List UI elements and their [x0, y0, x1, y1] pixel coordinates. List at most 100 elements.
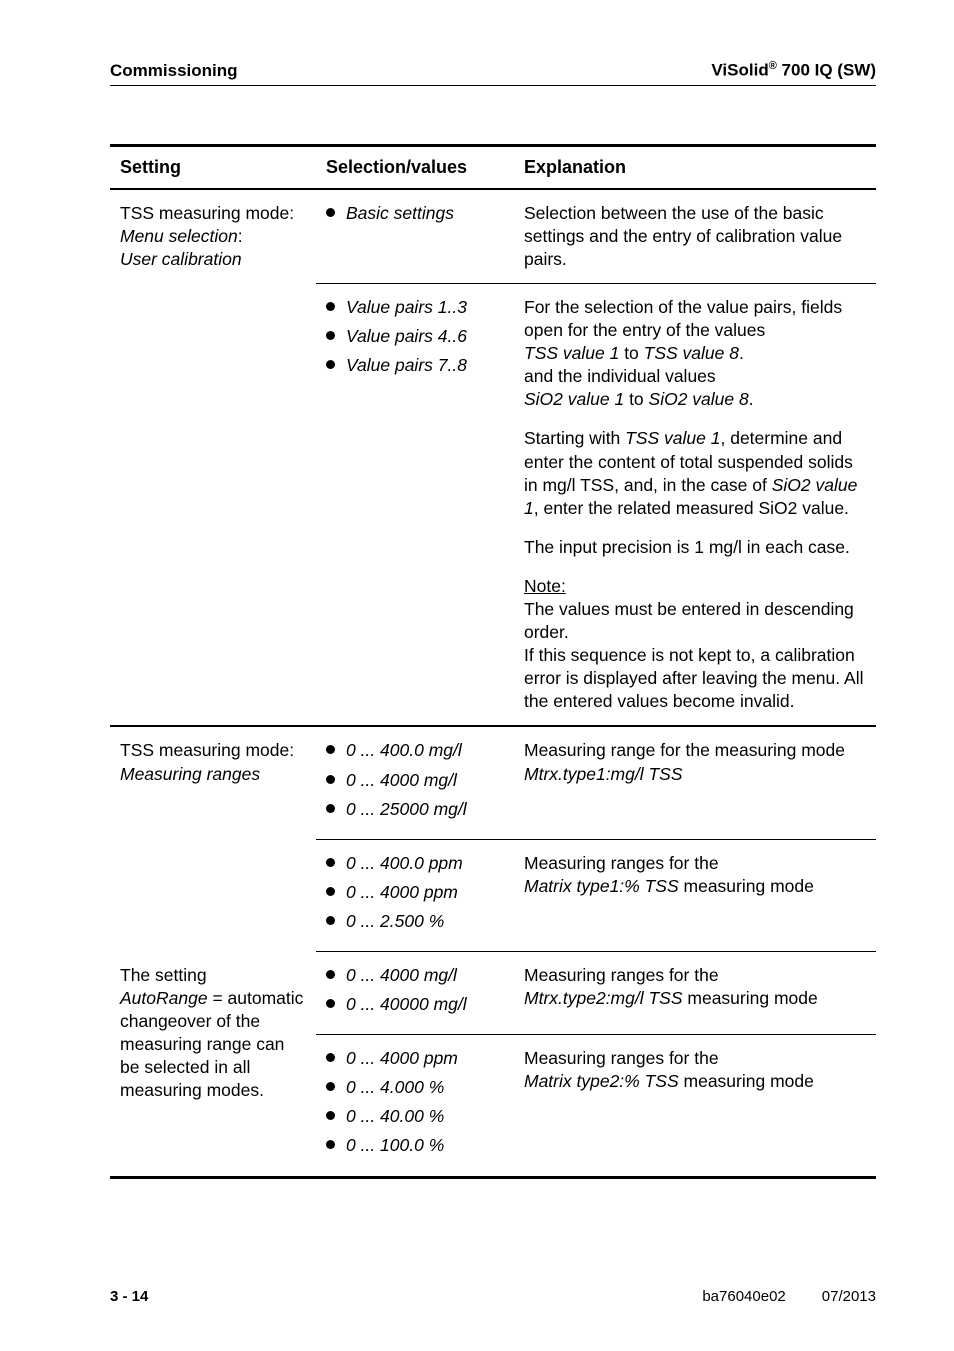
cell-selection: 0 ... 4000 ppm 0 ... 4.000 % 0 ... 40.00…	[316, 1035, 514, 1177]
explanation-text: The input precision is 1 mg/l in each ca…	[524, 536, 866, 559]
selection-value: 0 ... 4000 ppm	[346, 1048, 458, 1068]
list-item: 0 ... 4000 ppm	[326, 1047, 504, 1070]
text: Mtrx.type1:mg/l TSS	[524, 764, 683, 784]
list-item: 0 ... 2.500 %	[326, 910, 504, 933]
text: Matrix type2:% TSS	[524, 1071, 679, 1091]
text: to	[624, 389, 648, 409]
cell-selection: Basic settings	[316, 189, 514, 284]
col-header-setting: Setting	[110, 145, 316, 189]
settings-table: Setting Selection/values Explanation TSS…	[110, 144, 876, 1179]
registered-icon: ®	[769, 60, 777, 72]
selection-value: 0 ... 4000 mg/l	[346, 770, 457, 790]
text: , enter the related measured SiO2 value.	[534, 498, 849, 518]
list-item: 0 ... 4.000 %	[326, 1076, 504, 1099]
selection-value: 0 ... 25000 mg/l	[346, 799, 467, 819]
cell-selection: Value pairs 1..3 Value pairs 4..6 Value …	[316, 283, 514, 726]
text: and the individual values	[524, 366, 716, 386]
text: measuring mode	[679, 1071, 814, 1091]
header-section: Commissioning	[110, 61, 238, 81]
setting-text: TSS measuring mode:	[120, 203, 294, 223]
text: to	[619, 343, 643, 363]
setting-text: Measuring ranges	[120, 764, 260, 784]
text: .	[749, 389, 754, 409]
text: SiO2 value 8	[649, 389, 749, 409]
table-header-row: Setting Selection/values Explanation	[110, 145, 876, 189]
cell-setting: The setting AutoRange = automatic change…	[110, 952, 316, 1178]
setting-text: TSS measuring mode:	[120, 740, 294, 760]
setting-text: Menu selection	[120, 226, 238, 246]
page-header: Commissioning ViSolid® 700 IQ (SW)	[110, 60, 876, 86]
selection-value: 0 ... 40.00 %	[346, 1106, 444, 1126]
list-item: 0 ... 400.0 mg/l	[326, 739, 504, 762]
selection-value: Value pairs 1..3	[346, 297, 467, 317]
selection-value: Value pairs 7..8	[346, 355, 467, 375]
text: If this sequence is not kept to, a calib…	[524, 645, 863, 711]
setting-text: The setting	[120, 965, 207, 985]
list-item: 0 ... 4000 ppm	[326, 881, 504, 904]
selection-value: 0 ... 100.0 %	[346, 1135, 444, 1155]
list-item: 0 ... 40.00 %	[326, 1105, 504, 1128]
text: For the selection of the value pairs, fi…	[524, 297, 842, 340]
header-product: ViSolid® 700 IQ (SW)	[711, 60, 876, 81]
cell-explanation: Selection between the use of the basic s…	[514, 189, 876, 284]
doc-id: ba76040e02	[702, 1288, 785, 1305]
list-item: 0 ... 100.0 %	[326, 1134, 504, 1157]
selection-value: 0 ... 4000 mg/l	[346, 965, 457, 985]
selection-value: 0 ... 400.0 ppm	[346, 853, 463, 873]
text: measuring mode	[679, 876, 814, 896]
text: TSS value 1	[625, 428, 720, 448]
cell-setting: TSS measuring mode: Menu selection: User…	[110, 189, 316, 727]
cell-explanation: For the selection of the value pairs, fi…	[514, 283, 876, 726]
list-item: Basic settings	[326, 202, 504, 225]
note-label: Note:	[524, 576, 566, 596]
text: TSS value 8	[644, 343, 739, 363]
list-item: 0 ... 4000 mg/l	[326, 964, 504, 987]
text: .	[739, 343, 744, 363]
text: Mtrx.type2:mg/l TSS	[524, 988, 683, 1008]
doc-date: 07/2013	[822, 1288, 876, 1305]
cell-selection: 0 ... 400.0 ppm 0 ... 4000 ppm 0 ... 2.5…	[316, 839, 514, 951]
cell-explanation: Measuring ranges for the Mtrx.type2:mg/l…	[514, 952, 876, 1035]
setting-text: :	[238, 226, 243, 246]
list-item: 0 ... 40000 mg/l	[326, 993, 504, 1016]
cell-selection: 0 ... 400.0 mg/l 0 ... 4000 mg/l 0 ... 2…	[316, 726, 514, 839]
setting-text: User calibration	[120, 249, 242, 269]
header-product-suffix: 700 IQ (SW)	[777, 61, 876, 80]
text: Measuring range for the measuring mode	[524, 740, 845, 760]
selection-value: 0 ... 40000 mg/l	[346, 994, 467, 1014]
list-item: 0 ... 25000 mg/l	[326, 798, 504, 821]
text: Measuring ranges for the	[524, 1048, 719, 1068]
setting-text: AutoRange	[120, 988, 208, 1008]
text: SiO2 value 1	[524, 389, 624, 409]
selection-value: 0 ... 400.0 mg/l	[346, 740, 462, 760]
list-item: 0 ... 4000 mg/l	[326, 769, 504, 792]
text: TSS value 1	[524, 343, 619, 363]
selection-value: 0 ... 2.500 %	[346, 911, 444, 931]
page: Commissioning ViSolid® 700 IQ (SW) Setti…	[0, 0, 954, 1351]
list-item: Value pairs 4..6	[326, 325, 504, 348]
explanation-text: Selection between the use of the basic s…	[524, 202, 866, 271]
text: Measuring ranges for the	[524, 853, 719, 873]
list-item: Value pairs 1..3	[326, 296, 504, 319]
page-number: 3 - 14	[110, 1288, 148, 1305]
text: Measuring ranges for the	[524, 965, 719, 985]
selection-value: Value pairs 4..6	[346, 326, 467, 346]
selection-value: Basic settings	[346, 203, 454, 223]
table-row: TSS measuring mode: Menu selection: User…	[110, 189, 876, 284]
cell-explanation: Measuring ranges for the Matrix type1:% …	[514, 839, 876, 951]
text: The values must be entered in descending…	[524, 599, 854, 642]
cell-explanation: Measuring range for the measuring mode M…	[514, 726, 876, 839]
table-row: The setting AutoRange = automatic change…	[110, 952, 876, 1035]
col-header-explanation: Explanation	[514, 145, 876, 189]
list-item: Value pairs 7..8	[326, 354, 504, 377]
text: Matrix type1:% TSS	[524, 876, 679, 896]
selection-value: 0 ... 4000 ppm	[346, 882, 458, 902]
page-footer: 3 - 14 ba76040e02 07/2013	[110, 1288, 876, 1305]
list-item: 0 ... 400.0 ppm	[326, 852, 504, 875]
selection-value: 0 ... 4.000 %	[346, 1077, 444, 1097]
explanation-text: For the selection of the value pairs, fi…	[524, 296, 866, 411]
cell-selection: 0 ... 4000 mg/l 0 ... 40000 mg/l	[316, 952, 514, 1035]
explanation-note: Note: The values must be entered in desc…	[524, 575, 866, 714]
explanation-text: Starting with TSS value 1, determine and…	[524, 427, 866, 519]
col-header-selection: Selection/values	[316, 145, 514, 189]
